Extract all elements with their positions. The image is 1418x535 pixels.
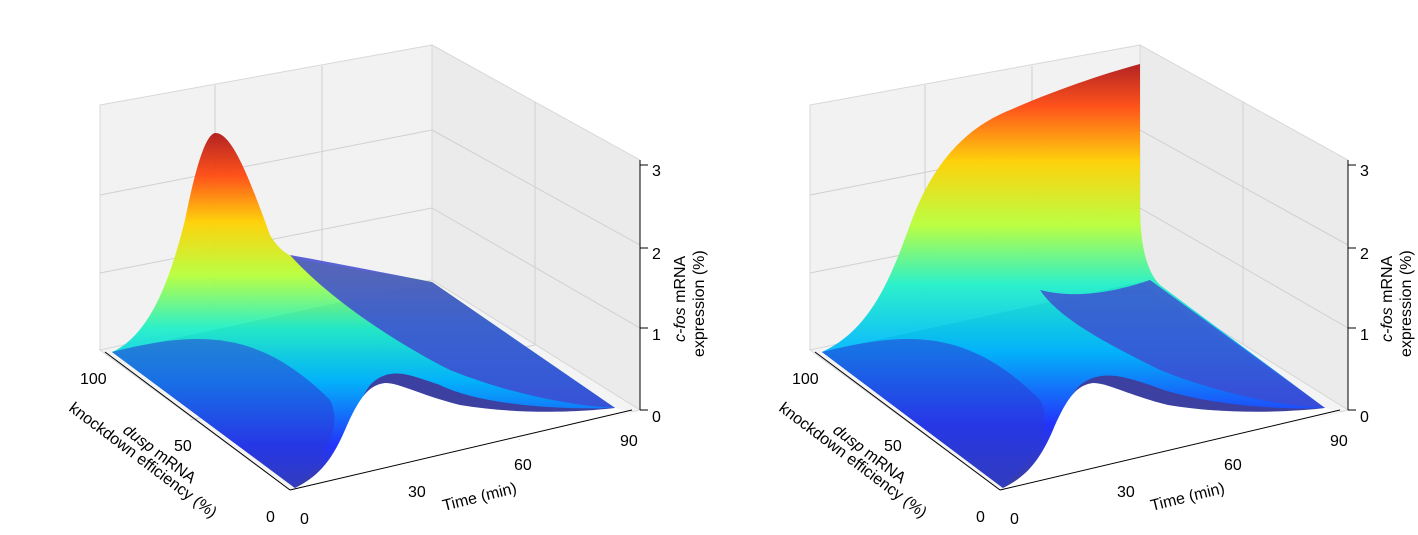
- left-axes: [104, 160, 641, 491]
- right-z-tick-0: 0: [1360, 409, 1369, 426]
- right-x-label: Time (min): [1149, 480, 1227, 515]
- left-front-gap: [295, 383, 632, 492]
- right-surface-back: [1040, 280, 1325, 408]
- left-x-tick-30: 30: [408, 484, 426, 501]
- left-x-tick-90: 90: [620, 433, 638, 450]
- right-x-tick-90: 90: [1330, 433, 1348, 450]
- left-x-label: Time (min): [441, 480, 519, 515]
- right-y-tick-50: 50: [884, 438, 902, 455]
- right-z-tick-1: 1: [1360, 327, 1369, 344]
- right-chart: 3 2 1 0 0 30 60 90 100 50 0 Time (min) d…: [776, 44, 1415, 528]
- left-z-label-2: expression (%): [691, 250, 708, 357]
- left-surface-back: [290, 255, 615, 408]
- right-z-label-2: expression (%): [1398, 250, 1415, 357]
- left-z-label-1: c-fos mRNA: [672, 255, 689, 342]
- left-x-tick-0: 0: [300, 511, 309, 528]
- right-surface-trough: [822, 339, 1045, 488]
- left-surface-trough: [112, 339, 335, 488]
- right-x-tick-0: 0: [1010, 511, 1019, 528]
- right-y-tick-0: 0: [976, 509, 985, 526]
- left-z-tick-0: 0: [652, 409, 661, 426]
- right-front-gap: [1003, 383, 1340, 492]
- right-z-label-1: c-fos mRNA: [1379, 255, 1396, 342]
- left-z-tick-1: 1: [652, 327, 661, 344]
- right-axes: [814, 160, 1349, 491]
- right-x-tick-60: 60: [1224, 457, 1242, 474]
- left-z-tick-3: 3: [652, 163, 661, 180]
- left-y-tick-100: 100: [80, 371, 107, 388]
- right-y-tick-100: 100: [792, 371, 819, 388]
- left-y-tick-0: 0: [266, 509, 275, 526]
- left-z-ticks: [640, 164, 648, 411]
- right-z-ticks: [1348, 164, 1356, 411]
- right-x-tick-30: 30: [1117, 484, 1135, 501]
- left-z-tick-2: 2: [652, 246, 661, 263]
- right-z-tick-2: 2: [1360, 246, 1369, 263]
- right-z-tick-3: 3: [1360, 163, 1369, 180]
- left-y-tick-50: 50: [174, 438, 192, 455]
- left-x-tick-60: 60: [514, 457, 532, 474]
- left-chart: 3 2 1 0 0 30 60 90 100 50 0 Time (min) d…: [66, 44, 708, 528]
